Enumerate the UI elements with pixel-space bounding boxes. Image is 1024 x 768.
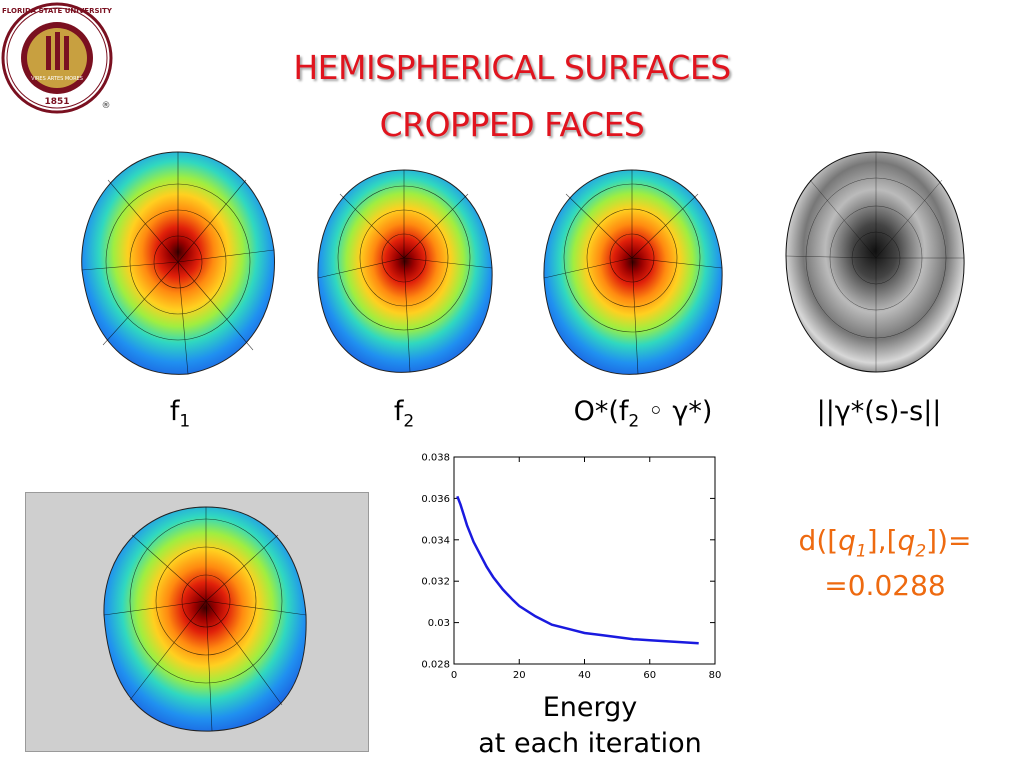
caption-f1: f1 [169,396,191,432]
caption-f2: f2 [393,396,415,432]
energy-caption-line2: at each iteration [478,728,702,759]
distance-formula: d([q1],[q2])= [798,524,972,562]
slide-title-line2: CROPPED FACES [379,105,645,144]
energy-series-line [456,495,699,645]
x-tick-label: 0 [451,670,457,681]
face-surface-f2 [317,169,493,373]
university-seal-logo: VIRES ARTES MORES FLORIDA STATE UNIVERSI… [1,2,113,114]
distance-value: =0.0288 [824,568,946,602]
caption-warped-f2: O*(f2 ◦ γ*) [573,396,713,432]
face-surface-warped [543,169,723,375]
energy-caption: Energy at each iteration [440,690,740,762]
y-tick-label: 0.038 [421,453,450,464]
x-tick-label: 80 [709,670,722,681]
y-tick-label: 0.034 [421,535,450,546]
y-tick-label: 0.028 [421,660,450,671]
distance-result: d([q1],[q2])= =0.0288 [770,524,1000,603]
x-tick-label: 60 [643,670,656,681]
y-tick-label: 0.032 [421,577,450,588]
face-surface-rendering [103,506,307,732]
warp-magnitude-surface [785,151,965,373]
caption-warp-norm: ||γ*(s)-s|| [816,396,942,427]
energy-chart: 0.028 0.03 0.032 0.034 0.036 0.038 0 20 40 60 80 [421,453,722,682]
face-rendering-panel [25,492,369,752]
seal-motto: VIRES ARTES MORES [31,76,83,82]
registered-mark: ® [102,101,111,111]
y-tick-label: 0.03 [428,618,450,629]
x-tick-label: 40 [578,670,591,681]
y-tick-label: 0.036 [421,494,450,505]
chart-plot-frame [453,456,716,665]
x-tick-label: 20 [513,670,526,681]
seal-ring-text: FLORIDA STATE UNIVERSITY [2,7,113,15]
slide-title-line1: HEMISPHERICAL SURFACES [293,48,731,87]
face-surface-f1 [81,151,275,375]
energy-caption-line1: Energy [542,692,638,723]
seal-year: 1851 [44,97,69,107]
